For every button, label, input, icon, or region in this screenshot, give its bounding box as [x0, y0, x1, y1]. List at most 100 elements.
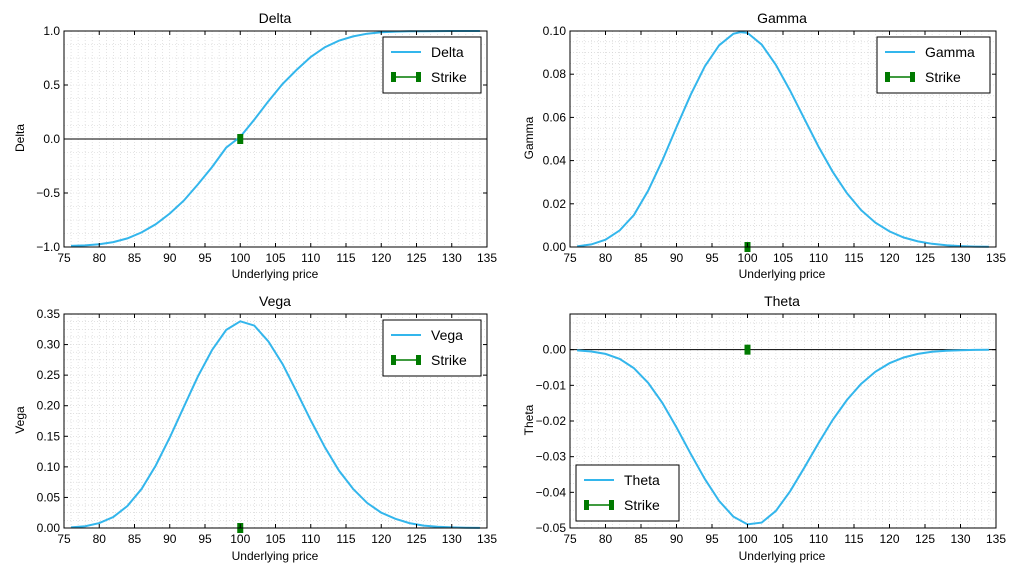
- y-tick-label: 0.0: [43, 132, 60, 146]
- x-tick-label: 105: [265, 532, 285, 546]
- x-tick-label: 105: [773, 532, 793, 546]
- y-tick-label: 1.0: [43, 24, 60, 38]
- legend: Delta Strike: [382, 36, 482, 94]
- x-tick-label: 115: [844, 532, 863, 546]
- panel-title: Theta: [764, 293, 800, 309]
- y-tick-label: −0.5: [36, 186, 60, 200]
- x-tick-label: 135: [986, 532, 1006, 546]
- legend-box: [382, 319, 482, 377]
- strike-marker: [744, 344, 751, 355]
- x-tick-label: 135: [477, 532, 497, 546]
- y-tick-label: 0.10: [543, 24, 567, 38]
- legend-label: Vega: [431, 327, 463, 343]
- x-tick-label: 90: [670, 251, 684, 265]
- x-axis-title: Underlying price: [232, 549, 319, 563]
- panel-title: Delta: [259, 10, 292, 26]
- x-tick-label: 75: [563, 532, 577, 546]
- plot-layer: 75 80 85 90 95 100 105 110 115 120 125 130 135 −1.0 −0…: [36, 24, 1006, 546]
- x-tick-label: 85: [128, 532, 142, 546]
- y-tick-label: −1.0: [36, 240, 60, 254]
- x-tick-label: 75: [57, 532, 71, 546]
- x-tick-label: 120: [879, 532, 899, 546]
- legend-swatch-strike-cap: [391, 72, 396, 82]
- x-tick-label: 120: [879, 251, 899, 265]
- y-tick-label: 0.15: [37, 429, 61, 443]
- legend-swatch-strike-cap: [910, 72, 915, 82]
- panel-title: Gamma: [757, 10, 807, 26]
- panel-theta: Theta Underlying price Theta: [522, 293, 826, 563]
- y-tick-label: −0.05: [536, 521, 567, 535]
- x-tick-label: 75: [57, 251, 71, 265]
- x-tick-label: 115: [336, 251, 355, 265]
- plot-vega: 75 80 85 90 95 100 105 110 115 120 125 130 135 0.00 0.…: [37, 307, 498, 546]
- legend-swatch-strike-cap: [885, 72, 890, 82]
- x-tick-label: 105: [773, 251, 793, 265]
- y-tick-label: 0.20: [37, 399, 61, 413]
- x-tick-label: 120: [371, 532, 391, 546]
- x-tick-label: 100: [737, 251, 757, 265]
- y-tick-label: 0.35: [37, 307, 61, 321]
- x-tick-label: 95: [198, 532, 212, 546]
- x-tick-label: 110: [809, 251, 828, 265]
- y-tick-label: −0.01: [536, 378, 567, 392]
- x-tick-label: 115: [336, 532, 355, 546]
- legend-label: Strike: [431, 352, 467, 368]
- y-tick-label: 0.00: [37, 521, 61, 535]
- x-tick-label: 110: [809, 532, 828, 546]
- y-tick-label: −0.02: [536, 414, 567, 428]
- x-tick-label: 100: [230, 251, 250, 265]
- x-tick-label: 125: [406, 532, 426, 546]
- legend-swatch-strike-cap: [416, 355, 421, 365]
- x-tick-label: 105: [265, 251, 285, 265]
- legend: Theta Strike: [575, 464, 680, 522]
- y-tick-label: 0.5: [43, 78, 60, 92]
- panel-gamma: Gamma Underlying price Gamma: [522, 10, 826, 281]
- x-tick-label: 80: [93, 532, 107, 546]
- x-tick-label: 130: [442, 532, 462, 546]
- panel-vega: Vega Underlying price Vega: [13, 293, 319, 563]
- legend-label: Delta: [431, 44, 464, 60]
- x-tick-label: 125: [915, 532, 935, 546]
- x-tick-label: 115: [844, 251, 863, 265]
- x-tick-label: 95: [705, 251, 719, 265]
- x-tick-label: 85: [128, 251, 142, 265]
- y-tick-label: 0.04: [543, 154, 567, 168]
- x-tick-label: 90: [670, 532, 684, 546]
- legend: Gamma Strike: [876, 36, 991, 94]
- plot-gamma: 75 80 85 90 95 100 105 110 115 120 125 130 135 0.00 0.…: [543, 24, 1007, 265]
- x-tick-label: 90: [163, 251, 177, 265]
- legend-label: Strike: [431, 69, 467, 85]
- x-tick-label: 85: [634, 251, 648, 265]
- x-tick-label: 130: [442, 251, 462, 265]
- x-axis-title: Underlying price: [739, 267, 826, 281]
- x-tick-label: 90: [163, 532, 177, 546]
- y-tick-label: 0.02: [543, 197, 567, 211]
- x-tick-label: 85: [634, 532, 648, 546]
- legend-swatch-strike-cap: [609, 500, 614, 510]
- legend-swatch-strike-cap: [416, 72, 421, 82]
- strike-marker: [237, 134, 244, 144]
- y-tick-label: 0.06: [543, 110, 567, 124]
- y-axis-title: Theta: [522, 404, 536, 435]
- x-tick-label: 110: [301, 532, 320, 546]
- series-line-theta: [577, 348, 989, 526]
- x-tick-label: 125: [915, 251, 935, 265]
- x-tick-label: 95: [705, 532, 719, 546]
- y-tick-label: 0.00: [543, 240, 567, 254]
- series-line-gamma: [576, 31, 989, 248]
- x-axis-title: Underlying price: [232, 267, 319, 281]
- x-tick-label: 100: [230, 532, 250, 546]
- x-tick-label: 135: [477, 251, 497, 265]
- plot-delta: 75 80 85 90 95 100 105 110 115 120 125 130 135 −1.0 −0…: [36, 24, 497, 265]
- panel-title: Vega: [259, 293, 291, 309]
- legend-label: Strike: [925, 69, 961, 85]
- x-tick-label: 95: [198, 251, 212, 265]
- series-line-vega: [70, 320, 480, 529]
- y-tick-label: 0.00: [543, 343, 567, 357]
- y-tick-label: 0.25: [37, 368, 61, 382]
- y-tick-label: 0.30: [37, 338, 61, 352]
- x-tick-label: 135: [986, 251, 1006, 265]
- x-tick-label: 75: [563, 251, 577, 265]
